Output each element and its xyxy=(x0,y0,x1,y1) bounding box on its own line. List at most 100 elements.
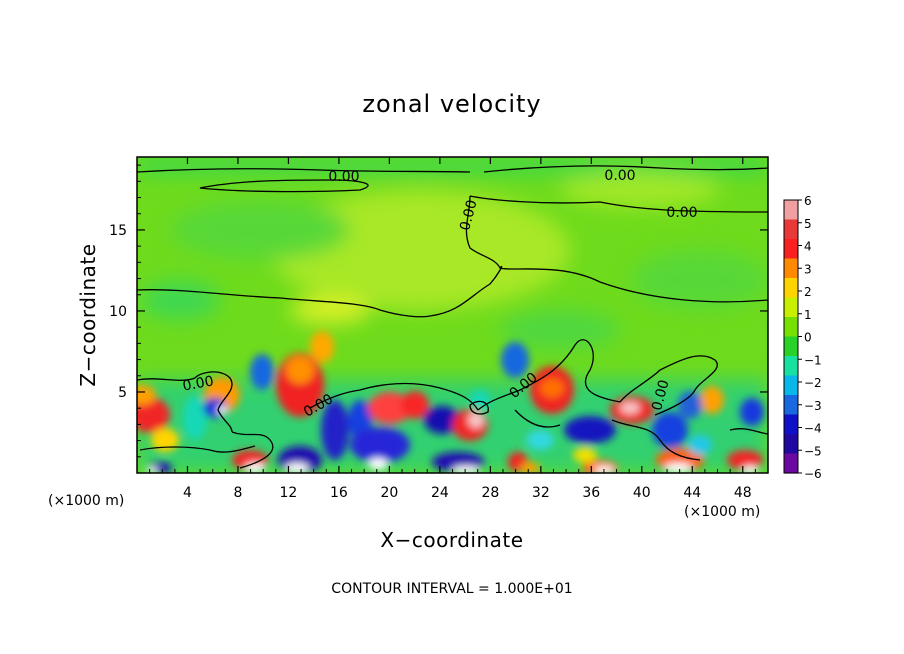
colorbar-tick-label: 4 xyxy=(804,240,812,254)
colorbar: 6 5 4 3 2 1 0 −1 −2 −3 −4 −5 −6 xyxy=(783,194,822,481)
colorbar-swatch xyxy=(784,278,798,299)
colorbar-swatch xyxy=(784,356,798,377)
contour-line-zero xyxy=(477,339,621,411)
contour-label: 0.00 xyxy=(666,205,697,221)
y-axis-label: Z−coordinate xyxy=(76,243,100,386)
velocity-blob xyxy=(501,342,529,378)
velocity-blob xyxy=(520,462,540,473)
colorbar-swatch xyxy=(784,375,798,396)
contour-line-zero xyxy=(611,419,701,461)
velocity-blob xyxy=(137,385,156,405)
colorbar-swatch xyxy=(784,297,798,318)
velocity-blob xyxy=(321,400,349,460)
velocity-blob xyxy=(742,466,758,473)
velocity-blob xyxy=(727,450,763,470)
colorbar-tick-label: 1 xyxy=(804,308,812,322)
colorbar-swatch xyxy=(784,317,798,338)
velocity-blob xyxy=(564,416,616,444)
x-axis-label: X−coordinate xyxy=(380,528,523,552)
contour-interval-note: CONTOUR INTERVAL = 1.000E+01 xyxy=(331,581,572,597)
contour-line-zero xyxy=(469,400,489,415)
contour-label-text: 0.00 xyxy=(649,378,673,412)
colorbar-swatch xyxy=(784,453,798,474)
contour-label: 0.00 xyxy=(604,168,635,184)
x-axis: 4 8 12 16 20 24 28 32 36 40 44 48 xyxy=(149,157,756,501)
velocity-blob xyxy=(688,435,712,455)
colorbar-swatch xyxy=(784,414,798,435)
velocity-blob xyxy=(470,390,490,410)
velocity-blob xyxy=(740,398,764,426)
colorbar-swatch xyxy=(784,258,798,279)
contour-line-zero xyxy=(137,289,381,311)
contour-label-text: 0.00 xyxy=(181,373,214,394)
contour-label-text: 0.00 xyxy=(666,205,697,221)
colorbar-tick-label: −6 xyxy=(804,467,822,481)
contour-line-zero xyxy=(137,371,233,433)
x-tick-label: 8 xyxy=(233,485,242,501)
colorbar-swatch xyxy=(784,336,798,357)
velocity-blob xyxy=(664,463,692,473)
contour-line-zero xyxy=(139,445,256,453)
velocity-blob xyxy=(245,463,265,473)
x-tick-label: 48 xyxy=(734,485,752,501)
x-tick-label: 36 xyxy=(582,485,600,501)
x-tick-label: 40 xyxy=(633,485,651,501)
velocity-blob xyxy=(526,430,554,450)
x-tick-label: 4 xyxy=(183,485,192,501)
colorbar-tick-label: −3 xyxy=(804,399,822,413)
colorbar-swatch xyxy=(784,395,798,416)
colorbar-tick-label: 3 xyxy=(804,262,812,276)
field-lower xyxy=(137,331,764,473)
contour-label: 0.00 xyxy=(457,198,481,232)
contour-line-zero xyxy=(379,265,503,318)
velocity-blob xyxy=(350,427,410,463)
colorbar-tick-label: 2 xyxy=(804,285,812,299)
contour-line-zero xyxy=(483,165,768,173)
velocity-blob xyxy=(678,391,702,419)
colorbar-tick-label: −5 xyxy=(804,444,822,458)
contour-label-text: 0.00 xyxy=(328,169,359,185)
contour-label-text: 0.00 xyxy=(604,168,635,184)
velocity-blob xyxy=(452,466,480,473)
contour-line-zero xyxy=(469,195,768,213)
velocity-blob xyxy=(652,412,688,448)
velocity-blob xyxy=(151,428,179,452)
velocity-blob xyxy=(310,331,334,363)
contour-line-zero xyxy=(514,409,561,428)
contour-line-zero xyxy=(619,355,718,416)
y-tick-label: 5 xyxy=(118,385,127,401)
velocity-blob xyxy=(424,406,460,434)
x-unit-right: (×1000 m) xyxy=(684,504,760,520)
contour-label: 0.00 xyxy=(328,169,359,185)
velocity-blob xyxy=(285,463,309,473)
colorbar-swatch xyxy=(784,200,798,221)
contour-label-text: 0.00 xyxy=(457,198,481,232)
contour-label: 0.00 xyxy=(181,373,214,394)
velocity-blob xyxy=(183,396,207,440)
colorbar-tick-label: −1 xyxy=(804,353,822,367)
colorbar-tick-label: −2 xyxy=(804,376,822,390)
colorbar-tick-label: −4 xyxy=(804,422,822,436)
colorbar-swatch xyxy=(784,219,798,240)
x-tick-label: 44 xyxy=(683,485,701,501)
x-unit-left: (×1000 m) xyxy=(48,493,124,509)
contour-line-zero xyxy=(729,428,768,435)
colorbar-tick-label: 6 xyxy=(804,194,812,208)
velocity-blob xyxy=(368,392,412,424)
y-tick-label: 15 xyxy=(109,223,127,239)
velocity-blob xyxy=(468,412,484,428)
contour-lines xyxy=(137,165,768,469)
x-tick-label: 28 xyxy=(481,485,499,501)
contour-label: 0.00 xyxy=(649,378,673,412)
colorbar-swatch xyxy=(784,434,798,455)
contour-line-zero xyxy=(137,168,471,173)
velocity-blob xyxy=(368,458,388,470)
velocity-blob xyxy=(401,391,429,419)
velocity-blob xyxy=(620,402,640,414)
x-tick-label: 12 xyxy=(280,485,298,501)
contour-line-zero xyxy=(231,431,274,469)
velocity-blob xyxy=(540,378,564,398)
colorbar-tick-label: 5 xyxy=(804,217,812,231)
velocity-blob xyxy=(146,467,158,473)
